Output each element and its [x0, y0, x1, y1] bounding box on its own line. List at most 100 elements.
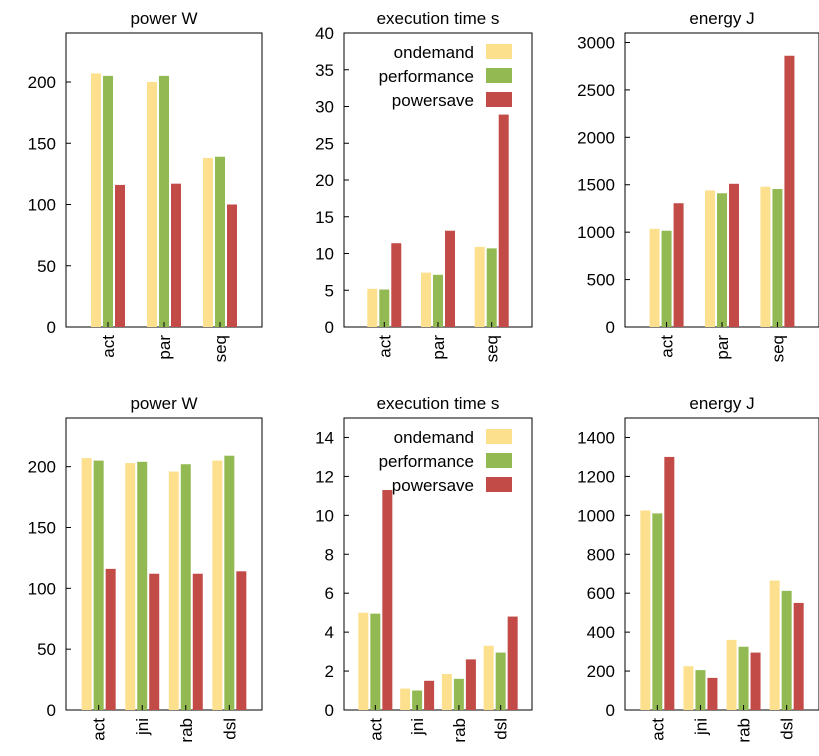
y-tick-label: 1000 — [577, 223, 615, 242]
x-tick-label: rab — [735, 718, 754, 743]
x-tick-label: par — [155, 335, 174, 360]
bar-ondemand-par — [705, 190, 715, 327]
x-tick-label: act — [375, 335, 394, 358]
x-tick-label: dsl — [220, 718, 239, 740]
bar-powersave-dsl — [236, 571, 247, 710]
y-tick-label: 12 — [315, 467, 334, 486]
y-tick-label: 200 — [28, 458, 56, 477]
bar-performance-rab — [738, 646, 749, 710]
x-tick-label: act — [658, 335, 677, 358]
y-tick-label: 1000 — [577, 506, 615, 525]
y-tick-label: 100 — [28, 579, 56, 598]
y-tick-label: 0 — [606, 701, 615, 720]
x-tick-label: seq — [483, 335, 502, 362]
y-tick-label: 30 — [315, 98, 334, 117]
bar-powersave-seq — [498, 114, 509, 328]
bar-performance-dsl — [781, 590, 792, 710]
bar-ondemand-seq — [203, 157, 213, 327]
bar-powersave-rab — [192, 573, 203, 710]
y-tick-label: 8 — [325, 545, 334, 564]
bar-powersave-act — [673, 203, 684, 327]
bar-performance-par — [159, 75, 169, 327]
y-tick-label: 10 — [315, 506, 334, 525]
chart-panel-1: power W 0 50 100 150 200 act par seq — [28, 9, 263, 362]
bar-powersave-dsl — [793, 602, 804, 710]
legend-label: performance — [379, 452, 474, 471]
bar-powersave-dsl — [507, 616, 518, 710]
bar-ondemand-seq — [474, 246, 485, 327]
x-tick-label: seq — [211, 335, 230, 362]
bar-ondemand-act — [81, 458, 92, 710]
bar-ondemand-seq — [760, 186, 771, 327]
x-tick-label: act — [90, 718, 109, 741]
chart-title: execution time s — [377, 9, 500, 28]
bar-powersave-act — [105, 568, 116, 710]
bar-performance-jni — [695, 670, 706, 710]
plot-frame — [343, 417, 533, 711]
bar-powersave-par — [171, 183, 181, 327]
y-tick-label: 150 — [28, 519, 56, 538]
y-tick-label: 50 — [37, 257, 56, 276]
chart-panel-3: energy J 0 500 1000 1500 2000 2500 3000 act par se… — [577, 9, 819, 362]
legend-label: ondemand — [394, 43, 474, 62]
y-tick-label: 0 — [325, 701, 334, 720]
bar-ondemand-par — [421, 272, 431, 327]
chart-panel-6: energy J 0 200 400 600 800 1000 1200 1400 act jni r… — [577, 394, 819, 743]
legend-swatch-ondemand — [486, 44, 512, 59]
bar-powersave-par — [445, 230, 455, 327]
legend-label: powersave — [392, 91, 474, 110]
bar-powersave-seq — [227, 204, 237, 327]
x-tick-label: rab — [177, 718, 196, 743]
bar-ondemand-rab — [441, 673, 452, 710]
y-tick-label: 0 — [47, 318, 56, 337]
bar-powersave-par — [729, 183, 739, 327]
bar-ondemand-act — [91, 73, 101, 327]
legend-label: powersave — [392, 476, 474, 495]
y-tick-label: 2500 — [577, 81, 615, 100]
y-tick-label: 100 — [28, 196, 56, 215]
y-tick-label: 400 — [587, 623, 615, 642]
bar-ondemand-dsl — [769, 580, 780, 710]
y-tick-label: 40 — [315, 24, 334, 43]
y-tick-label: 50 — [37, 640, 56, 659]
bar-performance-act — [379, 289, 390, 327]
x-tick-label: par — [713, 335, 732, 360]
bar-ondemand-jni — [683, 666, 694, 710]
bar-ondemand-act — [367, 288, 378, 327]
y-tick-label: 35 — [315, 61, 334, 80]
x-tick-label: par — [429, 335, 448, 360]
bar-ondemand-jni — [125, 463, 136, 710]
bar-ondemand-rab — [726, 639, 737, 710]
y-tick-label: 1200 — [577, 467, 615, 486]
legend-label: ondemand — [394, 428, 474, 447]
chart-panel-5: execution time s 0 2 4 6 8 10 12 14 act jni rab dsl o… — [315, 394, 533, 743]
bar-powersave-act — [382, 490, 393, 710]
bar-performance-act — [103, 75, 113, 327]
y-tick-label: 1500 — [577, 176, 615, 195]
legend-swatch-powersave — [486, 477, 512, 492]
bar-performance-dsl — [224, 455, 235, 710]
y-tick-label: 25 — [315, 134, 334, 153]
bar-ondemand-dsl — [483, 645, 494, 710]
bar-powersave-jni — [149, 573, 160, 710]
legend-swatch-performance — [486, 453, 512, 468]
bar-ondemand-dsl — [212, 460, 223, 710]
legend: ondemand performance powersave — [379, 428, 512, 495]
bar-powersave-rab — [465, 659, 476, 710]
y-tick-label: 0 — [606, 318, 615, 337]
x-tick-label: jni — [133, 718, 152, 736]
x-tick-label: act — [366, 718, 385, 741]
plot-frame — [65, 417, 263, 711]
bar-performance-jni — [137, 461, 148, 710]
bar-performance-dsl — [495, 652, 506, 710]
bar-performance-rab — [453, 678, 464, 710]
chart-title: energy J — [689, 9, 754, 28]
chart-title: execution time s — [377, 394, 500, 413]
bar-performance-par — [433, 274, 443, 327]
y-tick-label: 20 — [315, 171, 334, 190]
bar-powersave-act — [115, 184, 125, 327]
bar-performance-seq — [772, 189, 783, 327]
y-tick-label: 600 — [587, 584, 615, 603]
bar-performance-seq — [486, 248, 497, 327]
bar-performance-act — [661, 230, 672, 327]
